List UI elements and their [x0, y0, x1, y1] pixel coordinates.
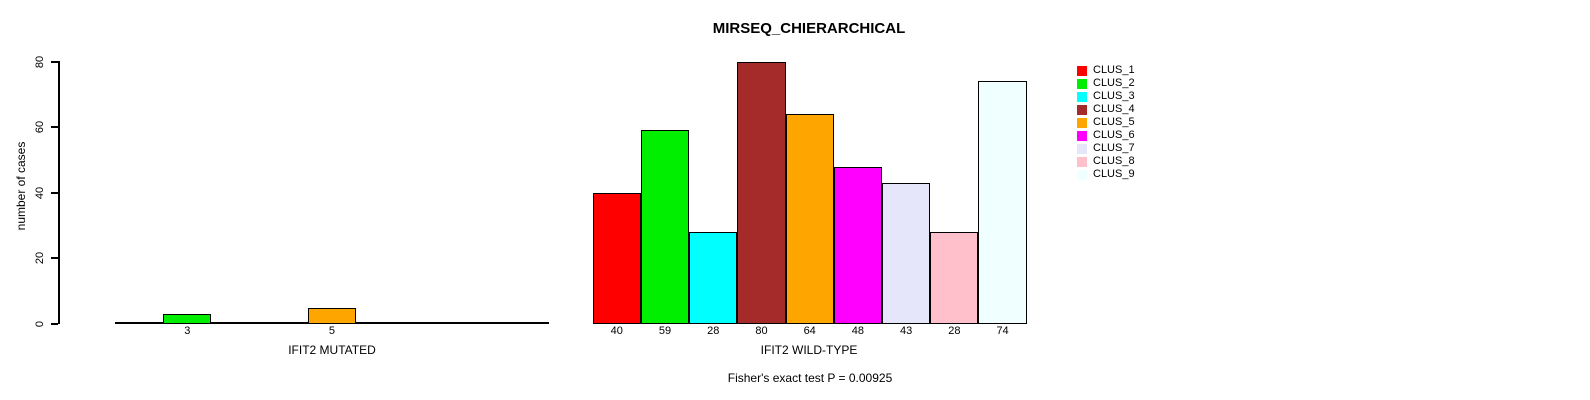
x-axis-label-mutated: IFIT2 MUTATED [288, 343, 376, 357]
bar-clus_5 [307, 307, 357, 324]
y-axis-tick-label: 80 [34, 55, 46, 68]
bar-clus_7 [882, 182, 931, 324]
bar-value-label: 48 [851, 325, 865, 337]
legend: CLUS_1 CLUS_2 CLUS_3 CLUS_4 CLUS_5 CLUS_6 CLUS… [1077, 64, 1135, 181]
bar-value-label: 5 [328, 325, 336, 337]
bar-value-label: 74 [996, 325, 1009, 337]
legend-item: CLUS_1 [1077, 64, 1135, 77]
bar-value-label: 43 [900, 325, 913, 337]
legend-item: CLUS_8 [1077, 155, 1135, 168]
legend-label: CLUS_1 [1093, 64, 1135, 76]
legend-color-swatch [1077, 91, 1087, 102]
y-axis-tick [51, 191, 58, 194]
legend-label: CLUS_8 [1093, 155, 1135, 167]
legend-item: CLUS_6 [1077, 129, 1135, 142]
legend-color-swatch [1077, 104, 1087, 115]
legend-item: CLUS_5 [1077, 116, 1135, 129]
legend-item: CLUS_2 [1077, 77, 1135, 90]
legend-item: CLUS_4 [1077, 103, 1135, 116]
y-axis-tick [51, 257, 58, 260]
legend-item: CLUS_3 [1077, 90, 1135, 103]
y-axis-tick [51, 60, 58, 63]
legend-item: CLUS_7 [1077, 142, 1135, 155]
bar-value-label: 28 [707, 325, 720, 337]
legend-color-swatch [1077, 156, 1087, 167]
legend-color-swatch [1077, 78, 1087, 89]
bar-value-label: 64 [803, 325, 816, 337]
legend-label: CLUS_3 [1093, 90, 1135, 102]
legend-color-swatch [1077, 117, 1087, 128]
legend-label: CLUS_2 [1093, 77, 1135, 89]
bar-value-label: 59 [658, 325, 672, 337]
legend-label: CLUS_6 [1093, 129, 1135, 141]
legend-label: CLUS_5 [1093, 116, 1135, 128]
bar-clus_9 [978, 81, 1027, 324]
y-axis-tick-label: 20 [34, 252, 46, 265]
bar-clus_5 [785, 114, 834, 324]
y-axis-tick [51, 323, 58, 325]
y-axis-line [58, 60, 60, 324]
bar-value-label: 28 [948, 325, 961, 337]
legend-color-swatch [1077, 143, 1087, 154]
bar-clus_8 [930, 232, 979, 324]
y-axis-title: number of cases [14, 141, 28, 231]
x-axis-label-wild-type: IFIT2 WILD-TYPE [760, 343, 858, 357]
legend-color-swatch [1077, 169, 1087, 180]
y-axis-tick [51, 126, 58, 129]
legend-label: CLUS_4 [1093, 103, 1135, 115]
bar-clus_3 [689, 232, 738, 324]
bar-clus_1 [592, 192, 641, 324]
bar-value-label: 3 [184, 325, 191, 337]
bar-clus_6 [833, 166, 883, 324]
fisher-test-caption: Fisher's exact test P = 0.00925 [727, 371, 893, 385]
legend-color-swatch [1077, 65, 1087, 76]
y-axis-tick-label: 0 [34, 320, 46, 328]
bar-clus_2 [163, 314, 212, 324]
chart-title: MIRSEQ_CHIERARCHICAL [712, 20, 906, 37]
bar-clus_4 [737, 61, 786, 324]
y-axis-tick-label: 40 [34, 186, 46, 199]
legend-label: CLUS_7 [1093, 142, 1135, 154]
legend-color-swatch [1077, 130, 1087, 141]
legend-item: CLUS_9 [1077, 168, 1135, 181]
bar-value-label: 80 [755, 325, 768, 337]
y-axis-tick-label: 60 [34, 121, 46, 134]
legend-label: CLUS_9 [1093, 168, 1135, 180]
bar-value-label: 40 [610, 325, 623, 337]
bar-clus_2 [640, 130, 690, 324]
